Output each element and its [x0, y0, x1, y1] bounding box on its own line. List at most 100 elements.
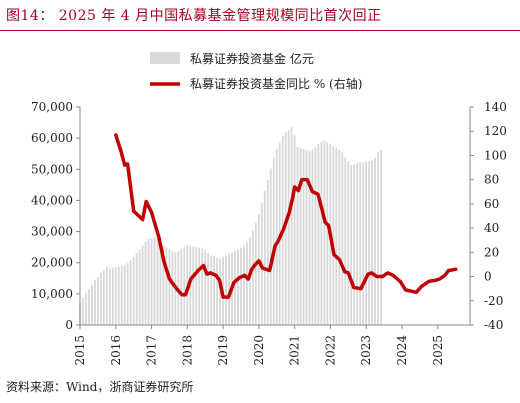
- bar: [114, 267, 117, 325]
- bar: [120, 265, 123, 325]
- figure-title: 图14： 2025 年 4 月中国私募基金管理规模同比首次回正: [6, 8, 382, 24]
- bar: [216, 258, 219, 325]
- bar: [350, 164, 353, 325]
- bar: [308, 150, 311, 325]
- x-tick-label: 2021: [288, 335, 302, 366]
- x-tick-label: 2019: [216, 335, 230, 366]
- bar: [195, 247, 198, 325]
- bar: [365, 161, 368, 325]
- bar: [88, 288, 90, 325]
- legend-bar-label: 私募证券投资基金 亿元: [190, 51, 314, 66]
- bar: [338, 149, 341, 325]
- bar: [377, 152, 379, 325]
- bar: [335, 147, 338, 325]
- bar: [263, 190, 266, 325]
- bar: [165, 247, 168, 325]
- left-tick-label: 40,000: [31, 193, 73, 207]
- bar: [126, 262, 129, 325]
- bar: [356, 163, 359, 325]
- bar: [368, 161, 371, 325]
- right-tick-label: 40: [484, 221, 499, 235]
- bar: [171, 250, 174, 325]
- bar: [198, 247, 201, 325]
- bar: [344, 157, 347, 325]
- bar: [192, 246, 195, 325]
- bar: [287, 130, 290, 325]
- bar: [111, 267, 114, 325]
- bar: [180, 248, 183, 325]
- bar: [129, 260, 132, 325]
- bar: [91, 284, 93, 325]
- x-tick-label: 2022: [323, 335, 337, 366]
- left-tick-label: 50,000: [31, 162, 73, 176]
- bar: [117, 266, 120, 325]
- bar: [156, 236, 159, 325]
- bar: [132, 256, 135, 325]
- bar: [272, 157, 275, 325]
- bar: [320, 141, 323, 325]
- bar: [332, 146, 335, 325]
- bar: [159, 241, 162, 325]
- bar: [380, 149, 382, 325]
- bar: [266, 180, 269, 325]
- bar: [183, 247, 186, 325]
- bar: [317, 144, 320, 325]
- left-tick-label: 10,000: [31, 287, 73, 301]
- bar: [284, 132, 287, 325]
- right-tick-label: -40: [484, 318, 503, 332]
- bar: [359, 162, 362, 325]
- x-tick-label: 2016: [109, 335, 123, 366]
- bar: [213, 256, 216, 325]
- right-tick-label: 80: [484, 173, 499, 187]
- bar: [374, 158, 376, 325]
- bar: [290, 127, 293, 326]
- bar: [85, 293, 87, 325]
- bar: [243, 245, 245, 325]
- bar: [93, 279, 96, 325]
- x-tick-label: 2024: [395, 335, 409, 366]
- bar: [251, 230, 254, 325]
- bar: [141, 245, 144, 325]
- left-tick-label: 30,000: [31, 225, 73, 239]
- bar: [150, 238, 153, 325]
- bar: [144, 241, 147, 325]
- bar: [138, 249, 141, 325]
- bar: [257, 214, 260, 325]
- bar: [162, 245, 165, 325]
- bar: [254, 222, 257, 325]
- source-note: 资料来源：Wind，浙商证券研究所: [6, 380, 194, 394]
- bar: [275, 149, 278, 325]
- bar: [240, 247, 242, 325]
- bar: [371, 160, 374, 325]
- bar: [362, 162, 365, 325]
- bar: [105, 266, 108, 325]
- bar: [96, 277, 99, 325]
- bar: [210, 255, 213, 325]
- bar: [219, 258, 222, 325]
- bar: [234, 250, 236, 325]
- x-tick-label: 2025: [431, 335, 445, 366]
- bar: [299, 148, 302, 325]
- bar: [201, 248, 204, 325]
- bar: [237, 249, 239, 325]
- x-tick-label: 2017: [145, 335, 159, 366]
- bar: [204, 249, 207, 325]
- bar: [99, 272, 102, 325]
- bar: [269, 168, 272, 325]
- bar: [293, 135, 296, 325]
- bar: [82, 297, 84, 325]
- bar: [314, 147, 317, 325]
- left-tick-label: 0: [65, 318, 73, 332]
- axes-layer: 0 10,000 20,000 30,000 40,000 50,000 60,000 70,…: [31, 100, 507, 366]
- right-tick-label: 140: [484, 100, 507, 114]
- bar: [207, 252, 210, 325]
- right-tick-label: 60: [484, 197, 499, 211]
- bar: [296, 146, 299, 325]
- bar: [347, 161, 350, 325]
- bar: [228, 253, 230, 325]
- legend-line-label: 私募证券投资基金同比 % (右轴): [190, 76, 362, 91]
- bar: [108, 268, 111, 325]
- left-tick-label: 70,000: [31, 100, 73, 114]
